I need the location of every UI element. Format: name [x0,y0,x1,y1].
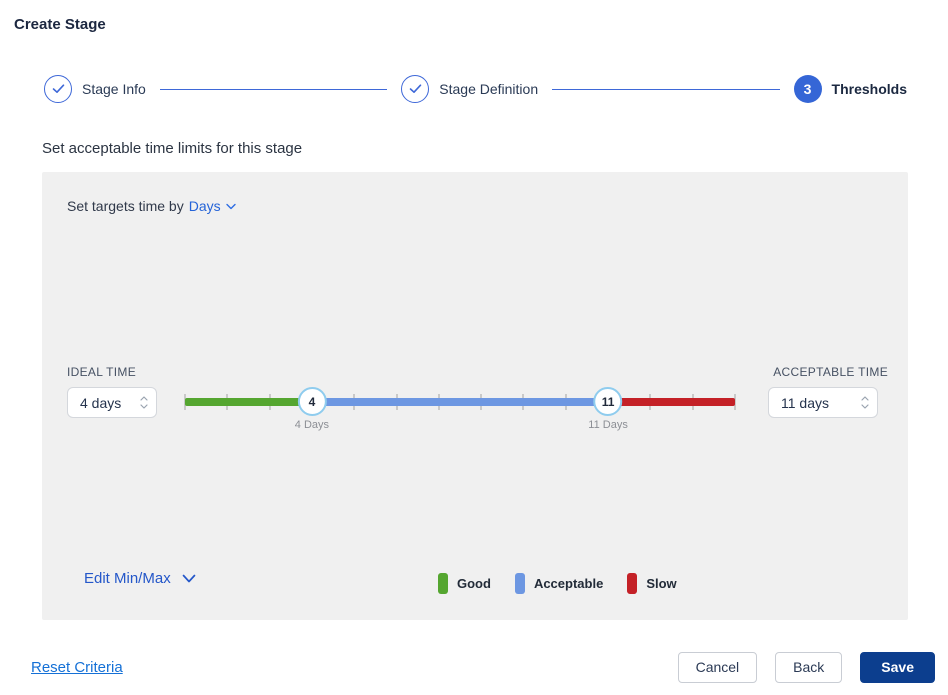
ideal-time-value: 4 days [80,394,122,411]
legend-item-good: Good [438,573,491,594]
footer: Reset Criteria Cancel Back Save [31,651,935,683]
slider-segment-good [185,398,312,406]
section-heading: Set acceptable time limits for this stag… [42,140,303,157]
targets-row: Set targets time by Days [67,198,236,214]
legend-item-slow: Slow [627,573,677,594]
good-swatch [438,573,448,594]
chevron-down-icon [182,574,196,583]
page-title: Create Stage [14,16,106,33]
slow-swatch [627,573,638,594]
slider-handle-min[interactable]: 4 4 Days [295,387,329,431]
acceptable-time-label: ACCEPTABLE TIME [773,365,888,379]
cancel-button[interactable]: Cancel [677,651,758,683]
step-stage-definition[interactable]: Stage Definition [401,75,538,103]
stepper-connector [159,88,388,90]
check-circle-icon [44,75,72,103]
legend-label: Good [457,576,491,591]
slider-handle-min-value[interactable]: 4 [297,387,327,416]
stepper-connector [552,88,780,90]
footer-buttons: Cancel Back Save [677,651,935,683]
check-circle-icon [401,75,430,103]
time-range-slider: 4 4 Days 11 11 Days [184,387,736,431]
step-thresholds[interactable]: 3 Thresholds [793,75,908,103]
slider-segment-slow [608,398,735,406]
stepper: Stage Info Stage Definition 3 Thresholds [44,75,907,103]
step-label: Stage Definition [439,81,539,97]
ideal-time-input[interactable]: 4 days [67,387,157,418]
stepper-arrows-icon[interactable] [861,396,869,409]
step-label: Stage Info [82,81,146,97]
slider-handle-max-value[interactable]: 11 [593,387,623,416]
reset-criteria-link[interactable]: Reset Criteria [31,658,123,676]
unit-dropdown[interactable]: Days [189,198,236,214]
unit-dropdown-value: Days [188,198,221,214]
step-label: Thresholds [831,81,908,97]
legend-label: Acceptable [533,576,604,591]
chevron-down-icon [225,203,236,209]
edit-minmax-label: Edit Min/Max [84,570,171,587]
stepper-arrows-icon[interactable] [140,396,148,409]
acceptable-time-value: 11 days [781,394,829,411]
slider-handle-max[interactable]: 11 11 Days [588,387,628,431]
thresholds-panel: Set targets time by Days IDEAL TIME 4 da… [42,172,908,620]
step-number-badge: 3 [793,75,822,103]
slider-segment-acceptable [311,398,609,406]
acceptable-time-input[interactable]: 11 days [768,387,878,418]
targets-label: Set targets time by [67,198,184,214]
acceptable-swatch [514,573,525,594]
legend: Good Acceptable Slow [438,573,677,594]
step-stage-info[interactable]: Stage Info [44,75,146,103]
slider-handle-max-caption: 11 Days [588,419,628,431]
legend-label: Slow [646,576,677,591]
edit-minmax-toggle[interactable]: Edit Min/Max [84,570,196,587]
slider-handle-min-caption: 4 Days [294,419,330,431]
legend-item-acceptable: Acceptable [514,573,604,594]
save-button[interactable]: Save [860,651,935,683]
back-button[interactable]: Back [775,651,843,683]
ideal-time-label: IDEAL TIME [67,365,137,379]
